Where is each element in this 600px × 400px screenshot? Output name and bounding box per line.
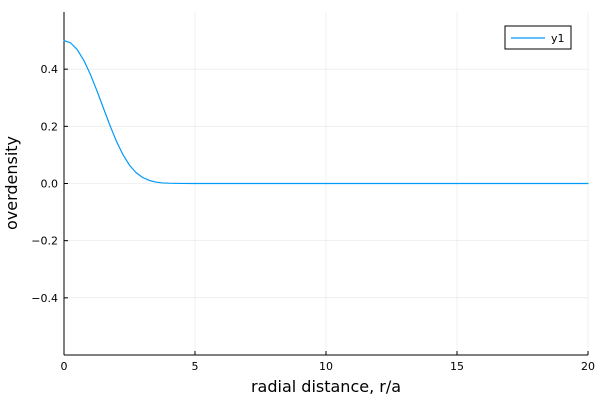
plot-area	[63, 39, 589, 185]
x-tick-label: 0	[61, 360, 68, 373]
y-ticks: −0.4 −0.2 0.0 0.2 0.4	[31, 63, 68, 305]
x-axis-label: radial distance, r/a	[251, 377, 401, 396]
y-tick-label: 0.0	[41, 178, 59, 191]
y-tick-label: 0.2	[41, 120, 59, 133]
series-line-y1	[63, 39, 589, 185]
y-axis-label: overdensity	[2, 136, 21, 230]
x-tick-label: 20	[581, 360, 595, 373]
x-ticks: 0 5 10 15 20	[61, 351, 595, 373]
y-tick-label: −0.4	[31, 292, 58, 305]
x-tick-label: 15	[450, 360, 464, 373]
legend-label: y1	[551, 32, 565, 45]
y-tick-label: 0.4	[41, 63, 59, 76]
legend: y1	[504, 25, 572, 50]
x-tick-label: 10	[319, 360, 333, 373]
y-tick-label: −0.2	[31, 235, 58, 248]
x-tick-label: 5	[192, 360, 199, 373]
